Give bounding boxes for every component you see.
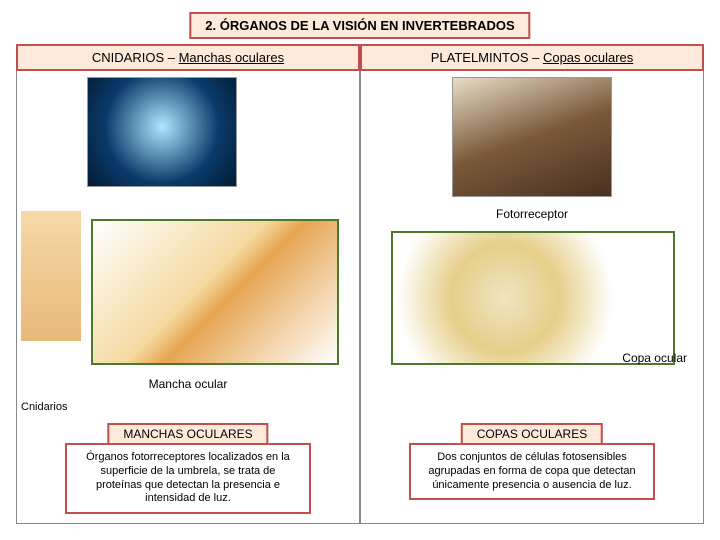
column-header-right: PLATELMINTOS – Copas oculares [360, 44, 704, 71]
tentacle-diagram [93, 221, 337, 363]
mancha-ocular-label: Mancha ocular [149, 377, 228, 391]
header-emphasis: Copas oculares [543, 50, 633, 65]
image-row-left [17, 71, 359, 193]
eyecup-diagram [393, 233, 673, 363]
page-title: 2. ÓRGANOS DE LA VISIÓN EN INVERTEBRADOS [189, 12, 530, 39]
columns-container: CNIDARIOS – Manchas oculares Mancha ocul… [16, 44, 704, 524]
copa-ocular-label: Copa ocular [622, 351, 687, 365]
header-emphasis: Manchas oculares [179, 50, 285, 65]
header-prefix: CNIDARIOS – [92, 50, 179, 65]
flatworm-photo [452, 77, 612, 197]
column-platelmintos: PLATELMINTOS – Copas oculares Fotorrecep… [360, 44, 704, 524]
jellyfish-photo [87, 77, 237, 187]
header-prefix: PLATELMINTOS – [431, 50, 543, 65]
column-header-left: CNIDARIOS – Manchas oculares [16, 44, 360, 71]
sub-header-left: MANCHAS OCULARES [107, 423, 268, 445]
tentacle-diagram-box [91, 219, 339, 365]
jellyfish-closeup [21, 211, 81, 341]
description-left: Órganos fotorreceptores localizados en l… [65, 443, 311, 514]
description-right: Dos conjuntos de células fotosensibles a… [409, 443, 655, 500]
eyecup-diagram-box [391, 231, 675, 365]
column-cnidarios: CNIDARIOS – Manchas oculares Mancha ocul… [16, 44, 360, 524]
sub-header-right: COPAS OCULARES [461, 423, 603, 445]
fotoreceptor-label: Fotorreceptor [496, 207, 568, 221]
cnidarios-label: Cnidarios [21, 401, 67, 413]
